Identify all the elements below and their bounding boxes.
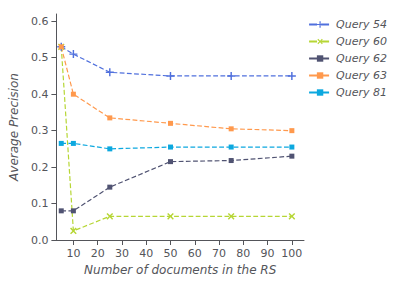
svg-text:Query 81: Query 81 [336, 86, 387, 99]
svg-text:90: 90 [261, 247, 275, 260]
svg-text:0.1: 0.1 [31, 197, 49, 210]
svg-text:40: 40 [139, 247, 153, 260]
svg-text:70: 70 [212, 247, 226, 260]
svg-text:Query 60: Query 60 [336, 35, 387, 48]
svg-text:20: 20 [91, 247, 105, 260]
svg-text:0.2: 0.2 [31, 161, 49, 174]
svg-text:0.0: 0.0 [31, 234, 49, 247]
svg-text:0.5: 0.5 [31, 51, 49, 64]
svg-text:80: 80 [236, 247, 250, 260]
svg-text:0.6: 0.6 [31, 15, 49, 28]
svg-text:0.3: 0.3 [31, 124, 49, 137]
svg-text:50: 50 [163, 247, 177, 260]
svg-text:0.4: 0.4 [31, 88, 49, 101]
svg-text:Number of documents in the RS: Number of documents in the RS [84, 263, 277, 277]
svg-text:60: 60 [188, 247, 202, 260]
svg-text:Query 63: Query 63 [336, 69, 387, 82]
svg-text:Average Precision: Average Precision [7, 73, 21, 182]
svg-text:10: 10 [66, 247, 80, 260]
svg-text:Query 54: Query 54 [336, 18, 387, 31]
svg-text:Query 62: Query 62 [336, 52, 387, 65]
svg-text:30: 30 [115, 247, 129, 260]
svg-text:100: 100 [281, 247, 302, 260]
